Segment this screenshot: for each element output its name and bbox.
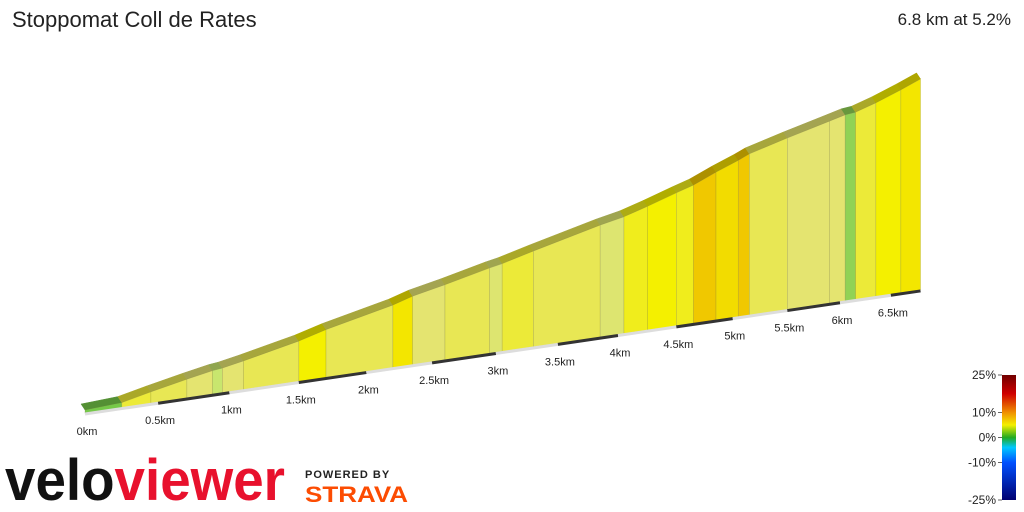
segment (501, 250, 534, 352)
colorbar-ticks: 25% 10% 0% -10% -25% (968, 368, 1002, 507)
x-tick-label: 3km (488, 365, 509, 377)
segment (392, 295, 413, 368)
segment (749, 137, 788, 316)
x-tick-label: 2km (358, 385, 379, 397)
colorbar (1002, 375, 1016, 500)
axis-band (617, 325, 677, 337)
strava-logo: STRAVA (305, 482, 408, 507)
logo-viewer: viewer (115, 448, 285, 512)
segment (647, 192, 677, 331)
logo-velo: velo (5, 448, 115, 512)
axis-band (84, 401, 159, 416)
axis-band (298, 371, 367, 384)
colorbar-label: -25% (968, 493, 996, 507)
axis-band (557, 333, 619, 346)
x-tick-label: 3.5km (545, 356, 575, 368)
subtitle: 6.8 km at 5.2% (898, 10, 1011, 29)
segment (693, 171, 717, 324)
axis-band (229, 381, 300, 395)
colorbar-label: 10% (972, 406, 996, 420)
colorbar-label: 0% (979, 431, 997, 445)
axis-band (732, 309, 788, 321)
axis-band (890, 289, 921, 297)
x-tick-label: 2.5km (419, 375, 449, 387)
distance-axis: 0km 0.5km 1km 1.5km 2km 2.5km 3km 3.5km 4km 4.5km… (77, 289, 921, 438)
x-tick-label: 5.5km (774, 323, 804, 335)
segment (412, 284, 446, 366)
segment (676, 184, 694, 327)
powered-by: POWERED BY (305, 469, 390, 481)
x-tick-label: 0.5km (145, 415, 175, 427)
segment (829, 114, 846, 304)
segment-top (896, 72, 921, 91)
axis-band (366, 361, 433, 375)
axis-band (787, 301, 841, 313)
segment (737, 153, 750, 318)
x-tick-label: 6km (832, 315, 853, 327)
x-tick-label: 6.5km (878, 307, 908, 319)
segment (875, 89, 902, 297)
x-tick-label: 5km (724, 331, 745, 343)
segment (489, 263, 503, 354)
axis-band (839, 293, 892, 305)
segment (900, 78, 921, 294)
colorbar-label: 25% (972, 368, 996, 382)
profile (80, 72, 921, 414)
logo: veloviewer (5, 448, 285, 512)
axis-band (676, 317, 733, 329)
segment (855, 102, 877, 300)
axis-band (431, 351, 497, 365)
segment (212, 367, 223, 395)
segment (844, 111, 856, 302)
x-tick-label: 1km (221, 405, 242, 417)
axis-band (157, 391, 230, 405)
x-tick-label: 4km (610, 347, 631, 359)
segment (787, 120, 830, 310)
segment (599, 216, 625, 338)
colorbar-label: -10% (968, 456, 996, 470)
axis-band (495, 342, 559, 355)
segment (623, 205, 648, 334)
segment (715, 159, 739, 321)
title: Stoppomat Coll de Rates (12, 7, 257, 32)
x-tick-label: 4.5km (663, 339, 693, 351)
x-tick-label: 0km (77, 426, 98, 438)
x-tick-label: 1.5km (286, 395, 316, 407)
